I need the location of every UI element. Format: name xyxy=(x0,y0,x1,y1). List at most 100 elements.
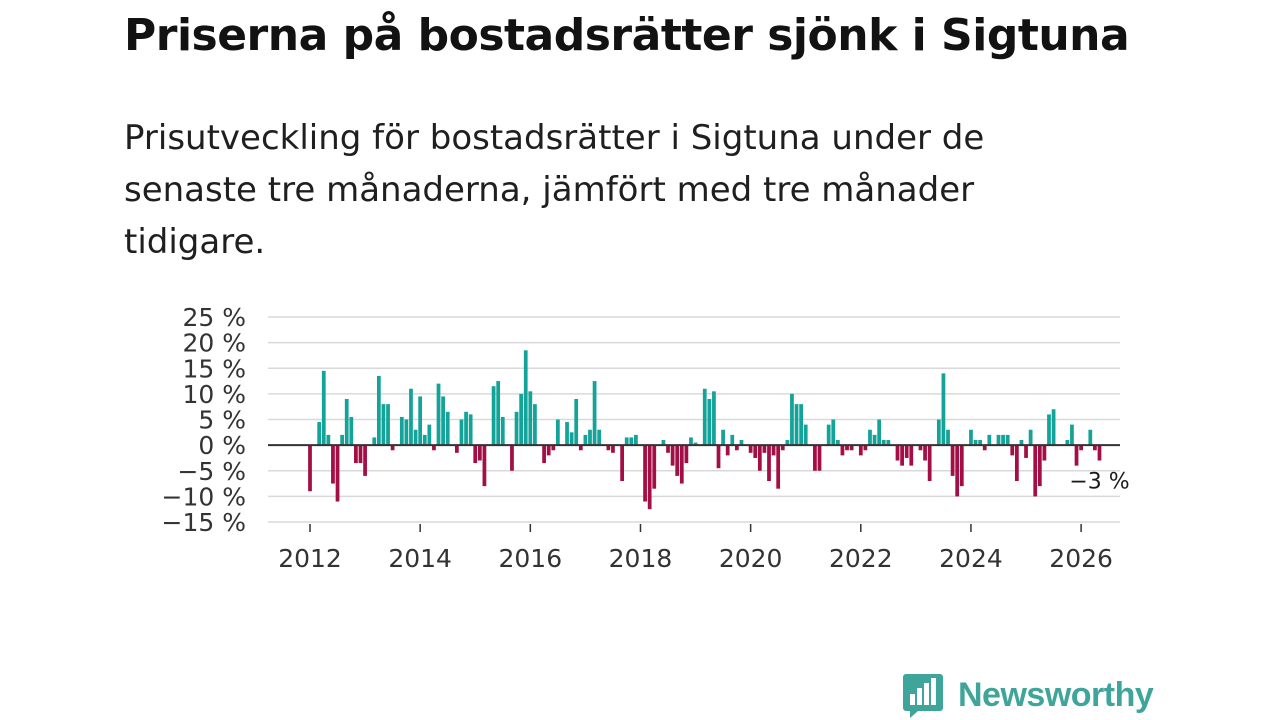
bar xyxy=(413,429,418,446)
bar xyxy=(923,445,927,461)
bar xyxy=(574,399,579,446)
bar xyxy=(491,386,496,446)
y-axis: 25 %20 %15 %10 %5 %0 %−5 %−10 %−15 % xyxy=(162,303,246,537)
bar xyxy=(643,445,647,502)
bar xyxy=(739,440,744,446)
bar xyxy=(748,445,753,453)
bar xyxy=(675,445,680,476)
bar xyxy=(877,419,882,446)
bar xyxy=(1033,445,1038,497)
bar xyxy=(1065,440,1070,446)
bar xyxy=(881,440,886,446)
bar xyxy=(1093,445,1097,451)
bar xyxy=(826,424,831,446)
bar xyxy=(845,445,849,451)
bar xyxy=(427,424,432,446)
bar xyxy=(399,416,404,446)
bar xyxy=(546,445,551,456)
x-tick-label: 2016 xyxy=(499,544,563,573)
bar xyxy=(445,411,450,446)
bar xyxy=(606,445,611,451)
bar xyxy=(1042,445,1047,461)
bar xyxy=(721,429,725,446)
bar xyxy=(955,445,960,497)
x-tick-label: 2024 xyxy=(939,544,1003,573)
bar xyxy=(583,434,588,446)
bar xyxy=(523,350,528,446)
bar xyxy=(762,445,767,453)
bar xyxy=(1074,445,1079,466)
bar xyxy=(565,422,569,446)
bar xyxy=(500,416,505,446)
bar xyxy=(528,391,533,446)
bar xyxy=(734,445,739,451)
bar xyxy=(331,445,335,484)
bar xyxy=(629,437,634,446)
bar xyxy=(702,388,707,446)
bar xyxy=(679,445,684,484)
x-tick-label: 2014 xyxy=(388,544,452,573)
bar xyxy=(978,440,983,446)
bar xyxy=(422,434,427,446)
bar xyxy=(707,399,712,446)
bar xyxy=(321,370,326,446)
bar xyxy=(1047,414,1051,446)
bar xyxy=(918,445,923,451)
bar xyxy=(794,404,799,446)
bar xyxy=(409,388,413,446)
bar xyxy=(381,404,386,446)
bar xyxy=(863,445,868,451)
bar xyxy=(803,424,808,446)
bar xyxy=(436,383,441,446)
bar xyxy=(817,445,822,471)
y-tick-label: −15 % xyxy=(162,508,246,537)
bar xyxy=(840,445,845,456)
bar xyxy=(1079,445,1083,451)
annotations: −3 % xyxy=(1069,470,1129,495)
bar xyxy=(1010,445,1015,456)
newsworthy-logo-icon xyxy=(903,674,943,718)
bar xyxy=(519,393,524,446)
bar xyxy=(542,445,546,464)
bar xyxy=(909,445,914,466)
bar xyxy=(514,411,519,446)
bar xyxy=(858,445,863,456)
newsworthy-logo: Newsworthy xyxy=(902,670,1154,720)
last-value-label: −3 % xyxy=(1069,470,1129,495)
bar xyxy=(358,445,363,464)
bar xyxy=(455,445,459,453)
bar xyxy=(308,445,312,492)
bar xyxy=(895,445,900,461)
bar xyxy=(886,440,891,446)
bar xyxy=(831,419,836,446)
bar xyxy=(872,434,877,446)
bar xyxy=(372,437,377,446)
bar xyxy=(390,445,395,451)
bar xyxy=(652,445,657,489)
bar xyxy=(969,429,973,446)
bar xyxy=(973,440,978,446)
y-tick-label: 15 % xyxy=(182,354,246,383)
bar xyxy=(835,440,840,446)
bar xyxy=(326,434,331,446)
x-tick-label: 2026 xyxy=(1049,544,1113,573)
bar xyxy=(780,445,785,451)
bar xyxy=(634,434,638,446)
bar xyxy=(477,445,482,461)
chart-subtitle: Prisutveckling för bostadsrätter i Sigtu… xyxy=(124,118,985,262)
bar xyxy=(666,445,670,453)
bar xyxy=(555,419,560,446)
bar xyxy=(386,404,390,446)
bar xyxy=(482,445,487,487)
y-tick-label: 25 % xyxy=(182,303,246,332)
bar xyxy=(689,437,693,446)
newsworthy-logo-text: Newsworthy xyxy=(958,675,1154,714)
bar xyxy=(771,445,776,456)
bar xyxy=(1037,445,1042,487)
bar xyxy=(927,445,932,482)
bar xyxy=(611,445,615,453)
bar xyxy=(1024,445,1028,458)
bar xyxy=(592,381,597,446)
bar xyxy=(344,399,349,446)
bar xyxy=(904,445,909,458)
